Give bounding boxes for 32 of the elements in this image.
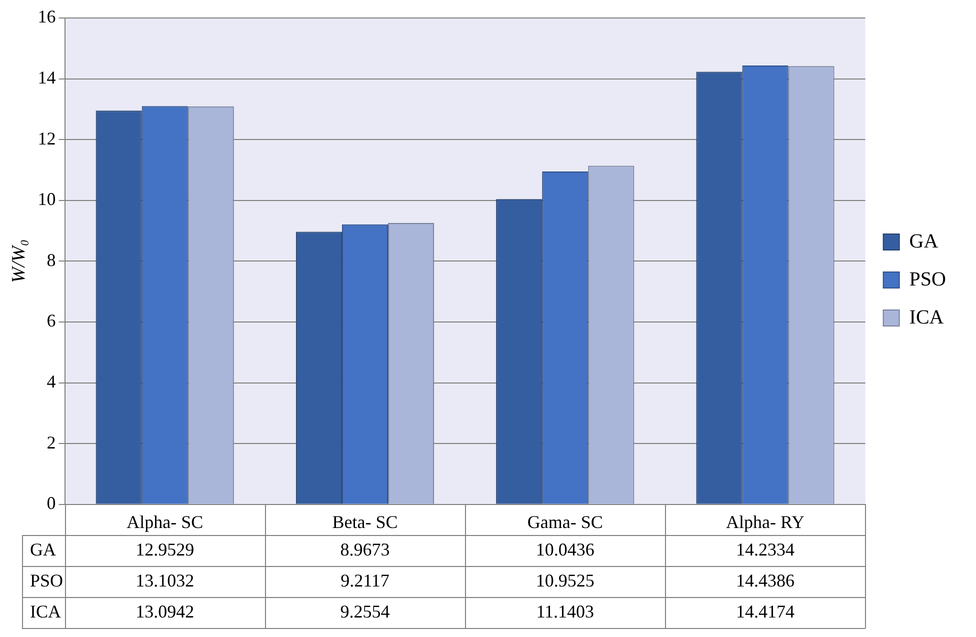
data-label: 14.4386 [736,570,794,591]
y-tick-label: 16 [38,6,56,27]
x-tick-label: Beta- SC [332,512,398,532]
x-tick-label: Alpha- RY [726,512,804,532]
data-label: 13.0942 [136,602,194,622]
data-label: 11.1403 [536,602,594,622]
y-tick-label: 12 [38,128,56,148]
legend-label: ICA [909,306,944,328]
text: GA [30,540,56,560]
y-tick-label: 8 [46,250,56,270]
data-label: 14.4174 [736,602,794,622]
x-tick-label: Alpha- SC [126,512,204,532]
data-label: 8.9673 [340,540,390,560]
data-label: 9.2554 [340,602,390,622]
data-label: 13.1032 [136,570,194,591]
y-tick-label: 14 [38,68,56,88]
text: PSO [30,570,64,591]
y-tick-label: 6 [46,310,56,331]
legend-label: PSO [909,268,946,290]
y-tick-label: 4 [46,372,56,392]
y-tick-label: 0 [46,493,56,514]
x-tick-label: Gama- SC [527,512,603,532]
y-axis-title: W/W₀ [8,239,30,283]
data-label: 14.2334 [736,540,794,560]
data-label: 10.9525 [536,570,594,591]
data-label: 9.2117 [340,570,390,591]
text: ICA [30,602,61,622]
y-tick-label: 10 [38,189,56,210]
data-label: 10.0436 [536,540,594,560]
legend-label: GA [909,230,939,252]
y-tick-label: 2 [46,432,56,452]
data-label: 12.9529 [136,540,194,560]
